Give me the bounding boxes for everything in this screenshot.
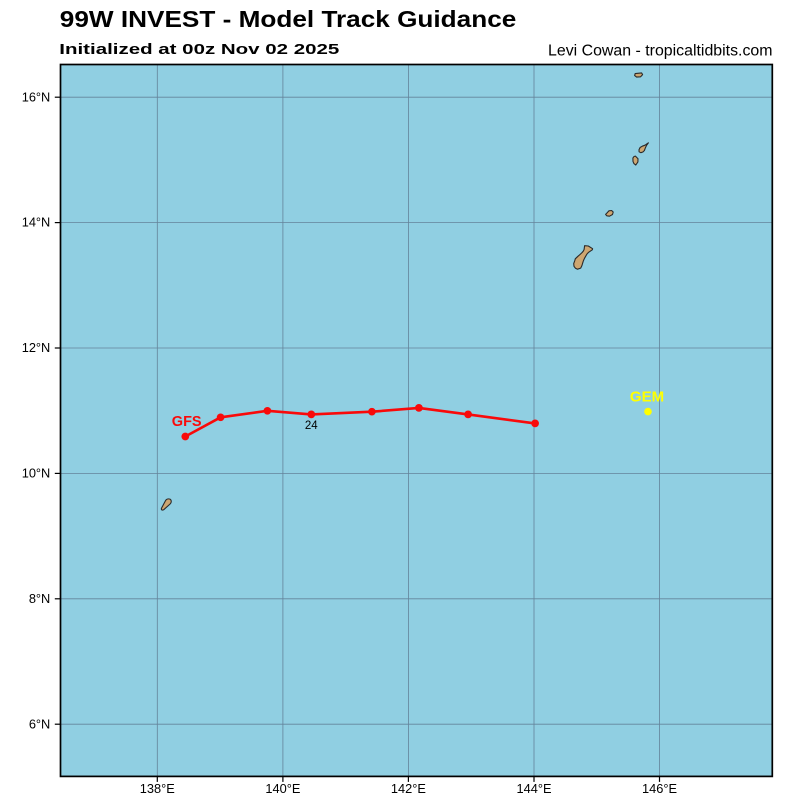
- svg-text:GEM: GEM: [630, 389, 664, 406]
- svg-text:16°N: 16°N: [22, 89, 51, 104]
- svg-text:142°E: 142°E: [391, 781, 426, 796]
- svg-text:Levi Cowan - tropicaltidbits.c: Levi Cowan - tropicaltidbits.com: [548, 43, 773, 60]
- svg-text:138°E: 138°E: [140, 781, 175, 796]
- svg-text:6°N: 6°N: [29, 716, 50, 731]
- svg-text:8°N: 8°N: [29, 591, 50, 606]
- svg-text:144°E: 144°E: [516, 781, 551, 796]
- svg-text:140°E: 140°E: [265, 781, 300, 796]
- svg-text:Initialized at 00z Nov 02 2025: Initialized at 00z Nov 02 2025: [59, 42, 339, 58]
- svg-text:99W INVEST - Model Track Guida: 99W INVEST - Model Track Guidance: [60, 6, 517, 32]
- svg-text:24: 24: [305, 420, 318, 432]
- svg-text:GFS: GFS: [172, 414, 202, 430]
- svg-text:146°E: 146°E: [642, 781, 677, 796]
- svg-text:10°N: 10°N: [22, 466, 51, 481]
- svg-text:14°N: 14°N: [22, 215, 51, 230]
- svg-text:12°N: 12°N: [22, 340, 51, 355]
